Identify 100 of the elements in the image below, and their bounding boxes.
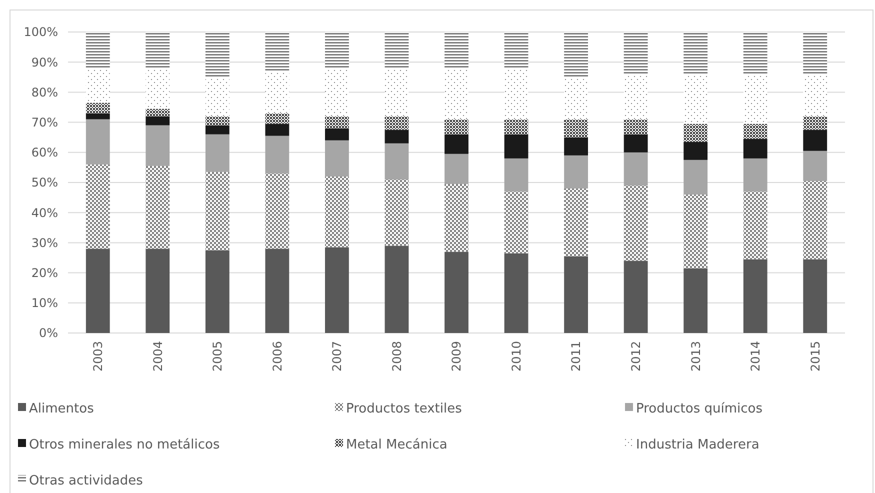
x-tick-label: 2008 — [390, 341, 404, 372]
bar — [564, 256, 588, 333]
y-tick-label: 40% — [31, 206, 58, 220]
bar — [146, 248, 170, 333]
bar — [684, 32, 708, 74]
bar — [444, 32, 468, 68]
bar — [86, 113, 110, 120]
bar — [265, 248, 290, 333]
bar — [384, 143, 409, 180]
y-tick-label: 60% — [31, 146, 58, 160]
bar — [325, 116, 349, 128]
y-tick-label: 90% — [31, 55, 58, 70]
bar — [564, 32, 588, 78]
bar — [325, 128, 349, 140]
bar — [384, 32, 409, 68]
x-tick-label: 2012 — [629, 341, 644, 372]
legend-label: Otras actividades — [29, 474, 144, 489]
bar — [86, 248, 110, 333]
y-tick-label: 20% — [31, 266, 58, 280]
x-tick-label: 2003 — [91, 341, 106, 372]
x-tick-label: 2004 — [150, 341, 165, 372]
y-tick-label: 0% — [38, 326, 58, 340]
x-tick-label: 2010 — [509, 341, 524, 372]
bar — [444, 154, 468, 184]
y-tick-label: 100% — [24, 25, 58, 40]
legend-label: Productos químicos — [636, 402, 763, 417]
bar — [444, 184, 468, 252]
bar — [803, 130, 828, 151]
x-tick-label: 2013 — [688, 341, 703, 372]
bar — [444, 252, 468, 333]
bar — [564, 137, 588, 156]
bar — [624, 186, 648, 261]
bar — [384, 179, 409, 246]
bar — [504, 32, 528, 68]
bar — [803, 150, 828, 181]
bar — [86, 119, 110, 164]
x-tick-label: 2011 — [569, 341, 584, 372]
bar — [803, 32, 828, 74]
bar — [743, 158, 768, 192]
bar — [86, 164, 110, 249]
bar — [384, 130, 409, 144]
x-tick-label: 2005 — [210, 341, 225, 372]
legend-label: Alimentos — [29, 402, 94, 417]
bar — [265, 136, 290, 174]
bar — [205, 125, 230, 134]
bar — [564, 155, 588, 189]
bar — [146, 108, 170, 116]
bar — [265, 173, 290, 249]
bar — [624, 134, 648, 152]
bar — [205, 32, 230, 78]
bar — [265, 32, 290, 72]
bar — [265, 124, 290, 136]
y-tick-label: 70% — [31, 116, 58, 130]
legend-label: Industria Maderera — [636, 438, 760, 453]
bar — [803, 180, 828, 260]
bar — [325, 176, 349, 248]
bar — [146, 166, 170, 249]
bar — [684, 124, 708, 142]
x-tick-label: 2009 — [450, 341, 464, 372]
y-tick-label: 30% — [31, 236, 58, 250]
x-tick-label: 2007 — [330, 341, 344, 372]
x-tick-label: 2014 — [748, 341, 763, 372]
bar — [743, 124, 768, 139]
y-tick-label: 50% — [31, 176, 58, 190]
bar — [146, 125, 170, 166]
x-tick-label: 2006 — [270, 341, 284, 372]
bar — [384, 246, 409, 333]
bar — [743, 259, 768, 333]
legend-label: Productos textiles — [346, 402, 462, 417]
bar — [624, 152, 648, 186]
bar — [564, 188, 588, 256]
bar — [743, 138, 768, 158]
bar — [205, 116, 230, 126]
bar — [743, 192, 768, 260]
bar — [325, 247, 349, 333]
bar — [504, 158, 528, 192]
bar — [205, 172, 230, 250]
bar — [504, 119, 528, 134]
bar — [624, 32, 648, 74]
bar — [384, 116, 409, 130]
bar — [684, 142, 708, 160]
bar — [504, 192, 528, 254]
bar — [86, 32, 110, 68]
bar — [325, 140, 349, 176]
bar — [325, 32, 349, 68]
bar — [803, 259, 828, 333]
y-tick-label: 80% — [31, 85, 58, 100]
bar — [444, 134, 468, 154]
x-tick-label: 2015 — [808, 341, 822, 372]
bar — [444, 119, 468, 134]
bar — [684, 194, 708, 268]
bar — [743, 32, 768, 74]
bar — [684, 160, 708, 195]
bar — [265, 113, 290, 124]
legend-label: Otros minerales no metálicos — [29, 438, 220, 453]
y-tick-label: 10% — [31, 296, 58, 310]
bar — [146, 32, 170, 68]
bar — [684, 268, 708, 333]
bar — [146, 116, 170, 126]
bar — [205, 250, 230, 333]
